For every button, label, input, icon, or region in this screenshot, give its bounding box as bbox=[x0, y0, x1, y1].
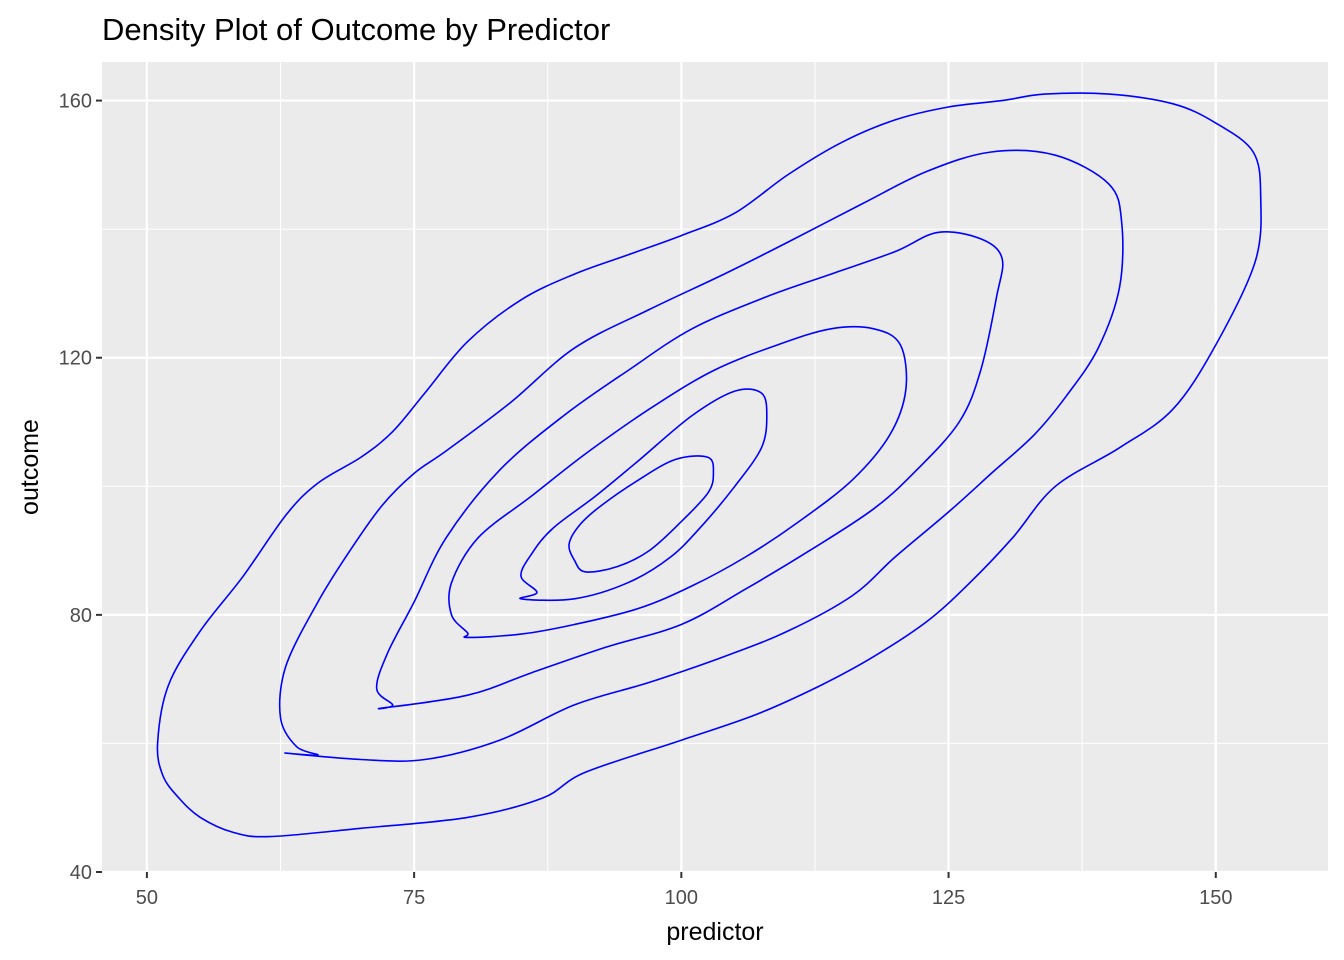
major-gridlines bbox=[102, 62, 1328, 874]
y-axis-tick-labels: 40 80 120 160 bbox=[59, 91, 92, 884]
plot-panel bbox=[102, 62, 1328, 872]
axis-ticks bbox=[96, 99, 1217, 878]
chart-title: Density Plot of Outcome by Predictor bbox=[102, 12, 610, 47]
x-axis-title: predictor bbox=[666, 918, 763, 946]
y-tick-label: 80 bbox=[70, 605, 92, 627]
x-tick-label: 50 bbox=[136, 887, 158, 909]
x-tick-label: 75 bbox=[403, 887, 425, 909]
y-axis-title: outcome bbox=[16, 419, 44, 515]
x-axis-tick-labels: 50 75 100 125 150 bbox=[136, 887, 1233, 909]
y-tick-label: 40 bbox=[70, 862, 92, 884]
contour-line-4 bbox=[448, 325, 908, 639]
minor-gridlines bbox=[102, 62, 1328, 872]
x-tick-label: 125 bbox=[932, 887, 965, 909]
y-tick-label: 120 bbox=[59, 348, 92, 370]
contour-line-3 bbox=[375, 231, 1004, 710]
contour-line-6 bbox=[568, 455, 715, 573]
contour-line-2 bbox=[278, 149, 1124, 762]
y-tick-label: 160 bbox=[59, 91, 92, 113]
contour-line-1 bbox=[156, 92, 1262, 838]
x-tick-label: 150 bbox=[1199, 887, 1232, 909]
x-tick-label: 100 bbox=[665, 887, 698, 909]
contour-lines bbox=[156, 92, 1262, 838]
contour-line-5 bbox=[519, 388, 768, 602]
